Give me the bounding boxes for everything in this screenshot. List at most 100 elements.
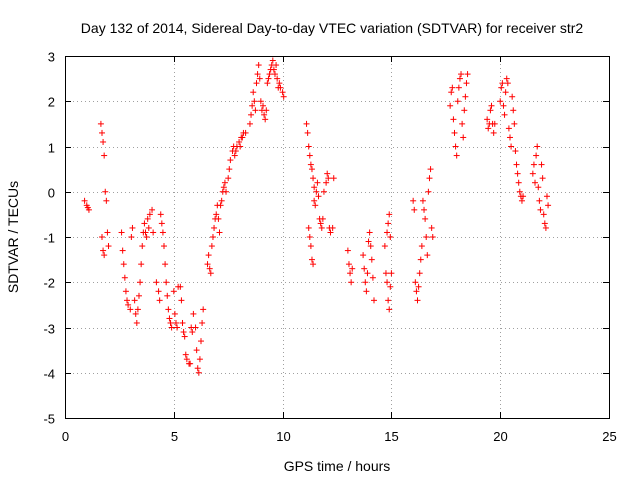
data-point — [101, 252, 108, 259]
data-point — [306, 152, 313, 159]
data-point — [139, 243, 146, 250]
data-point — [448, 89, 455, 96]
data-point — [529, 170, 536, 177]
data-point — [174, 324, 181, 331]
data-point — [384, 279, 391, 286]
data-point — [385, 297, 392, 304]
data-point — [327, 229, 334, 236]
data-point — [320, 188, 327, 195]
data-point — [138, 261, 145, 268]
data-point — [534, 143, 541, 150]
y-axis-label: SDTVAR / TECUs — [5, 181, 21, 293]
data-point — [98, 234, 105, 240]
data-point — [497, 98, 504, 105]
data-point — [516, 188, 523, 195]
data-point — [318, 224, 325, 231]
data-point — [122, 288, 129, 295]
data-point — [511, 120, 518, 127]
data-point — [189, 329, 196, 336]
data-point — [464, 71, 471, 78]
data-point — [208, 243, 215, 250]
data-point — [265, 75, 272, 82]
data-point — [518, 197, 525, 204]
data-point — [386, 211, 393, 218]
data-point — [451, 129, 458, 136]
data-point — [260, 102, 267, 109]
data-point — [484, 116, 491, 123]
data-point — [231, 152, 238, 159]
data-point — [213, 211, 220, 218]
data-point — [313, 188, 320, 195]
data-point — [423, 234, 430, 240]
data-point — [462, 93, 469, 100]
data-point — [306, 234, 313, 240]
data-point — [361, 265, 368, 272]
data-point — [304, 129, 311, 136]
data-point — [262, 116, 269, 123]
data-point — [310, 261, 317, 268]
x-tick-label: 5 — [171, 429, 178, 444]
data-point — [159, 229, 166, 236]
data-point — [124, 297, 131, 304]
data-point — [330, 175, 337, 182]
data-point — [349, 265, 356, 272]
data-point — [454, 98, 461, 105]
data-point — [137, 279, 144, 286]
data-point — [263, 107, 270, 114]
data-point — [200, 306, 207, 313]
data-point — [274, 75, 281, 82]
y-tick-label: -5 — [43, 412, 55, 427]
chart-title: Day 132 of 2014, Sidereal Day-to-day VTE… — [81, 20, 584, 36]
data-point — [166, 315, 173, 322]
data-point — [501, 111, 508, 118]
data-point — [449, 84, 456, 91]
data-point — [132, 310, 139, 317]
tick-layer: 0 5 10 15 20 25 -5 -4 -3 -2 -1 0 1 2 3 — [43, 50, 616, 445]
data-point — [308, 256, 315, 263]
data-point — [452, 143, 459, 150]
data-point — [366, 229, 373, 236]
y-tick-label: 0 — [48, 186, 55, 201]
data-point — [535, 184, 542, 191]
data-point — [146, 211, 153, 218]
data-point — [105, 243, 112, 250]
data-point — [513, 161, 520, 168]
data-point — [502, 89, 509, 96]
data-point — [369, 274, 376, 281]
data-point — [161, 243, 168, 250]
data-point — [158, 220, 165, 227]
data-point — [303, 120, 310, 127]
data-point — [227, 157, 234, 164]
data-point — [100, 247, 107, 254]
data-point — [514, 170, 521, 177]
data-point — [170, 288, 177, 295]
data-point — [411, 206, 418, 213]
data-point — [504, 80, 511, 87]
data-point — [279, 89, 286, 96]
data-point — [532, 179, 539, 186]
data-point — [363, 288, 370, 295]
data-point — [515, 179, 522, 186]
data-point — [429, 234, 436, 240]
data-point — [221, 179, 228, 186]
data-point — [305, 224, 312, 231]
data-point — [539, 175, 546, 182]
data-point — [456, 75, 463, 82]
data-point — [220, 184, 227, 191]
data-point — [512, 148, 519, 155]
data-point — [311, 197, 318, 204]
data-point — [242, 129, 249, 136]
y-tick-label: -3 — [43, 322, 55, 337]
data-point — [246, 120, 253, 127]
data-point — [142, 229, 149, 236]
data-point — [168, 324, 175, 331]
data-point — [385, 220, 392, 227]
data-point — [156, 297, 163, 304]
data-point — [416, 270, 423, 277]
data-point — [239, 134, 246, 141]
data-point — [425, 188, 432, 195]
data-point — [537, 206, 544, 213]
data-point — [543, 193, 550, 200]
data-point — [157, 211, 164, 218]
data-point — [307, 243, 314, 250]
